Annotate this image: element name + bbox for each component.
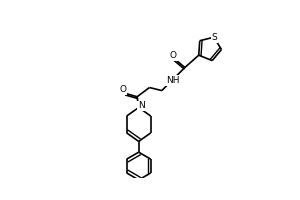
Text: NH: NH xyxy=(166,76,179,85)
Text: S: S xyxy=(212,33,218,42)
Text: O: O xyxy=(170,51,177,60)
Text: O: O xyxy=(119,85,126,94)
Text: N: N xyxy=(138,101,145,110)
